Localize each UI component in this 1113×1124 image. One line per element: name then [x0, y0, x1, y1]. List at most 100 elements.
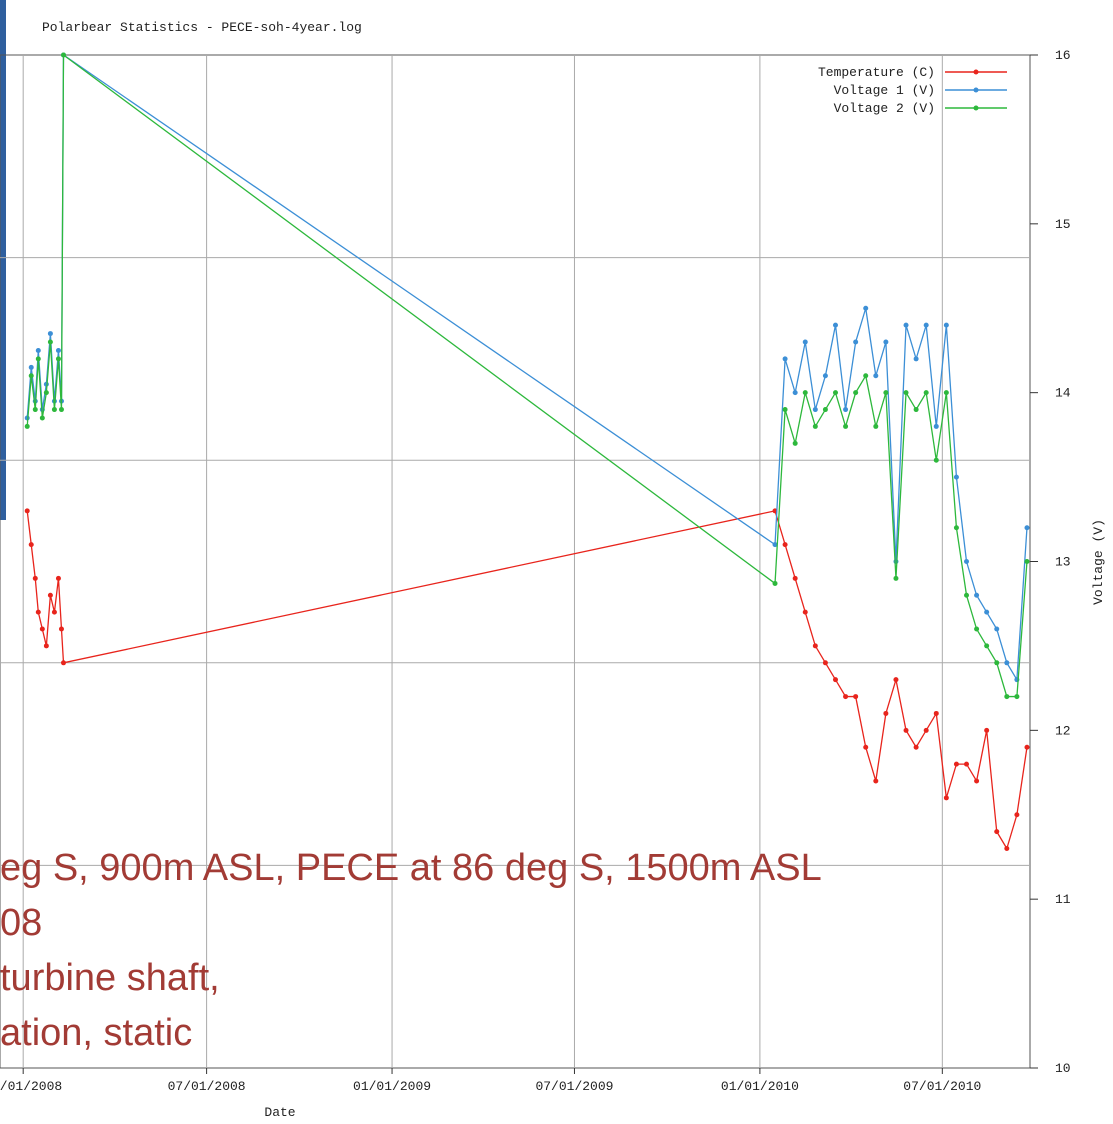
point — [903, 727, 909, 733]
point — [893, 677, 899, 683]
point — [802, 390, 808, 396]
point — [923, 727, 929, 733]
point — [984, 727, 990, 733]
point — [974, 778, 980, 784]
point — [1024, 525, 1030, 531]
point — [893, 559, 899, 564]
point — [822, 660, 828, 666]
y-tick-label: 16 — [1055, 48, 1071, 63]
point — [853, 694, 859, 700]
point — [1014, 694, 1020, 700]
point — [55, 575, 61, 581]
slide-caption: eg S, 900m ASL, PECE at 86 deg S, 1500m … — [0, 847, 822, 889]
point — [943, 390, 949, 396]
point — [812, 643, 818, 649]
point — [822, 407, 828, 413]
point — [28, 373, 34, 379]
point — [893, 575, 899, 581]
y-tick-label: 12 — [1055, 723, 1071, 738]
point — [28, 364, 34, 370]
point — [903, 322, 909, 328]
point — [1004, 694, 1010, 700]
point — [994, 660, 1000, 666]
legend-marker — [973, 69, 979, 75]
point — [782, 356, 788, 362]
x-tick-label: 01/01/2010 — [721, 1079, 799, 1094]
point — [923, 322, 929, 328]
point — [802, 339, 808, 345]
point — [43, 643, 49, 649]
point — [933, 423, 939, 429]
point — [802, 609, 808, 615]
point — [792, 390, 798, 396]
point — [24, 423, 30, 429]
photo-strip — [0, 0, 6, 520]
point — [843, 407, 849, 413]
x-tick-label: 01/01/2008 — [0, 1079, 62, 1094]
point — [843, 423, 849, 429]
point — [39, 626, 45, 632]
x-tick-label: 01/01/2009 — [353, 1079, 431, 1094]
point — [863, 305, 869, 311]
point — [58, 407, 64, 413]
point — [60, 660, 66, 666]
slide-caption: turbine shaft, — [0, 957, 220, 999]
x-tick-label: 07/01/2008 — [168, 1079, 246, 1094]
chart-title: Polarbear Statistics - PECE-soh-4year.lo… — [42, 20, 362, 35]
point — [792, 440, 798, 446]
point — [953, 525, 959, 531]
point — [843, 694, 849, 700]
legend-marker — [973, 105, 979, 111]
point — [35, 609, 41, 615]
legend-label: Voltage 2 (V) — [834, 101, 935, 116]
point — [943, 322, 949, 328]
point — [1024, 559, 1030, 564]
point — [782, 407, 788, 413]
point — [822, 373, 828, 379]
point — [832, 322, 838, 328]
point — [43, 390, 49, 396]
point — [812, 423, 818, 429]
point — [913, 356, 919, 362]
y-tick-label: 15 — [1055, 217, 1071, 232]
point — [1014, 812, 1020, 818]
point — [863, 373, 869, 379]
point — [782, 542, 788, 548]
point — [47, 339, 53, 345]
point — [974, 592, 980, 598]
point — [772, 542, 778, 548]
point — [883, 710, 889, 716]
point — [35, 347, 41, 353]
y-axis-label: Voltage (V) — [1091, 519, 1106, 605]
point — [772, 580, 778, 586]
point — [903, 390, 909, 396]
point — [873, 423, 879, 429]
point — [832, 390, 838, 396]
legend-label: Temperature (C) — [818, 65, 935, 80]
point — [943, 795, 949, 801]
point — [984, 609, 990, 615]
point — [964, 592, 970, 598]
slide-caption: ation, static — [0, 1012, 192, 1054]
point — [913, 407, 919, 413]
point — [984, 643, 990, 649]
point — [923, 390, 929, 396]
legend-label: Voltage 1 (V) — [834, 83, 935, 98]
point — [1004, 846, 1010, 852]
point — [873, 778, 879, 784]
point — [55, 356, 61, 362]
point — [873, 373, 879, 379]
legend-marker — [973, 87, 979, 93]
point — [35, 356, 41, 362]
x-axis-label: Date — [264, 1105, 295, 1119]
point — [28, 542, 34, 548]
point — [974, 626, 980, 632]
x-tick-label: 07/01/2009 — [535, 1079, 613, 1094]
point — [51, 407, 57, 413]
point — [1004, 660, 1010, 666]
point — [913, 744, 919, 750]
point — [853, 390, 859, 396]
point — [812, 407, 818, 413]
